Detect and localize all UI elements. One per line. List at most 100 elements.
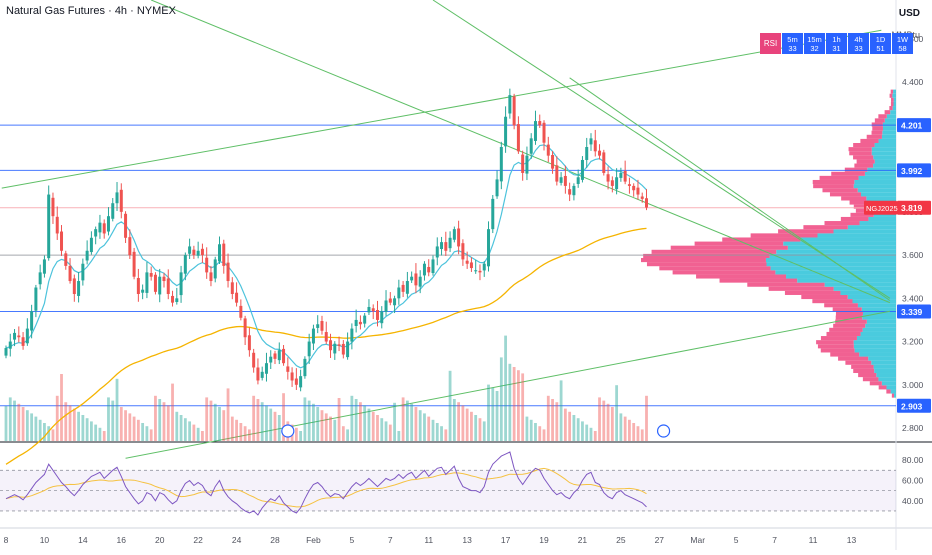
volume-profile-bar-down xyxy=(851,364,874,369)
currency-label[interactable]: USD xyxy=(898,8,920,19)
x-tick-label: 7 xyxy=(772,535,777,545)
x-tick-label: Mar xyxy=(690,535,705,545)
volume-profile-bar-up xyxy=(871,151,896,156)
volume-bar xyxy=(542,429,546,441)
volume-bar xyxy=(452,399,456,441)
candle-body xyxy=(435,246,439,258)
volume-bar xyxy=(559,380,563,441)
candle-body xyxy=(585,147,589,160)
volume-bar xyxy=(171,383,174,441)
legend-tf-value: 51 xyxy=(876,43,885,53)
volume-profile-bar-down xyxy=(872,126,883,131)
volume-bar xyxy=(312,403,315,441)
candle-body xyxy=(175,298,179,302)
volume-bar xyxy=(128,413,132,441)
volume-profile-bar-down xyxy=(840,216,869,222)
volume-bar xyxy=(107,397,110,441)
legend-tf-1h[interactable]: 1h 31 xyxy=(826,33,847,54)
candle-body xyxy=(410,276,414,281)
volume-profile-bar-up xyxy=(868,356,896,361)
volume-profile-bar-down xyxy=(816,340,854,345)
volume-profile-bar-down xyxy=(750,233,818,238)
price-tag-label: 4.201 xyxy=(901,121,923,131)
candle-body xyxy=(269,356,273,363)
volume-bar xyxy=(34,416,38,441)
candle-body xyxy=(559,177,563,183)
legend-tf-5m[interactable]: 5m 33 xyxy=(782,33,803,54)
volume-profile-bar-up xyxy=(894,393,896,398)
candle-body xyxy=(542,122,546,143)
rsi-tick-label: 40.00 xyxy=(902,496,924,506)
x-tick-label: 13 xyxy=(847,535,857,545)
volume-profile-bar-up xyxy=(892,106,896,111)
volume-profile-bar-down xyxy=(874,118,885,123)
rsi-tick-label: 80.00 xyxy=(902,455,924,465)
volume-profile-bar-up xyxy=(783,241,896,246)
candle-body xyxy=(64,253,68,266)
legend-tf-4h[interactable]: 4h 33 xyxy=(848,33,869,54)
volume-profile-bar-up xyxy=(886,385,896,390)
symbol-tag xyxy=(864,200,897,215)
volume-bar xyxy=(265,405,268,441)
candle-body xyxy=(333,343,337,354)
volume-bar xyxy=(175,411,179,441)
volume-bar xyxy=(64,402,68,441)
volume-profile-bar-down xyxy=(853,143,875,148)
volume-bar xyxy=(606,403,610,441)
candle-body xyxy=(205,257,209,273)
candle-body xyxy=(230,282,234,294)
rsi-line xyxy=(5,451,647,516)
volume-profile-bar-down xyxy=(819,175,859,180)
volume-profile-bar-down xyxy=(719,278,798,283)
volume-profile-bar-down xyxy=(831,171,865,176)
volume-bar xyxy=(299,431,303,441)
candle-body xyxy=(145,272,149,293)
candle-body xyxy=(632,185,636,191)
volume-profile-bar-down xyxy=(768,286,834,291)
volume-profile-bar-up xyxy=(862,327,896,332)
volume-profile-bar-up xyxy=(860,331,896,337)
volume-profile-bar-up xyxy=(861,307,896,312)
candle-body xyxy=(158,276,162,295)
legend-tf-15m[interactable]: 15m 32 xyxy=(804,33,825,54)
volume-profile-bar-up xyxy=(874,159,896,164)
volume-profile-bar-up xyxy=(786,274,896,279)
x-tick-label: 11 xyxy=(809,535,818,545)
legend-tf-1d[interactable]: 1D 51 xyxy=(870,33,891,54)
volume-bar xyxy=(333,419,337,441)
x-tick-label: 22 xyxy=(193,535,203,545)
legend-rsi-label[interactable]: RSI xyxy=(760,33,781,54)
legend-tf-1w[interactable]: 1W 58 xyxy=(892,33,913,54)
candle-body xyxy=(34,287,38,311)
candle-body xyxy=(384,300,388,312)
volume-profile-bar-down xyxy=(835,315,863,320)
candle-body xyxy=(38,272,42,285)
volume-bar xyxy=(482,421,486,441)
volume-profile-bar-up xyxy=(871,360,896,365)
candle-body xyxy=(324,332,328,342)
candle-body xyxy=(149,273,153,277)
candle-body xyxy=(51,197,55,217)
volume-profile-bar-down xyxy=(833,323,866,328)
candle-body xyxy=(580,159,584,180)
candle-body xyxy=(277,350,281,361)
volume-profile-bar-down xyxy=(830,352,860,357)
price-tag xyxy=(897,398,931,413)
candle-body xyxy=(111,203,115,219)
volume-profile-bar-up xyxy=(769,253,896,259)
candle-body xyxy=(106,216,110,232)
event-marker-icon xyxy=(656,424,671,438)
volume-profile-bar-up xyxy=(824,282,896,287)
volume-bar xyxy=(213,403,217,441)
candle-body xyxy=(226,262,230,282)
volume-profile-bar-up xyxy=(776,249,896,254)
price-tag xyxy=(897,200,931,215)
candle-body xyxy=(256,367,260,381)
candle-body xyxy=(640,196,644,199)
candle-body xyxy=(4,348,8,356)
candle-body xyxy=(568,189,572,195)
volume-profile-bar-down xyxy=(641,258,766,263)
price-tag xyxy=(897,163,931,178)
